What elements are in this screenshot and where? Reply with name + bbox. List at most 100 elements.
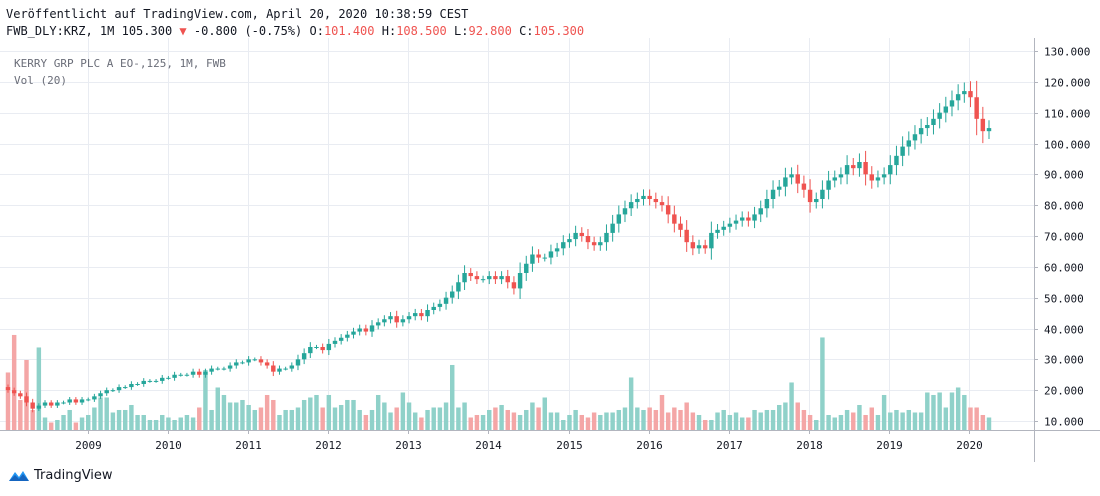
candle-body — [727, 223, 733, 227]
candle-body — [468, 273, 473, 277]
candle-body — [511, 282, 517, 289]
volume-bar — [326, 394, 332, 430]
volume-bar — [937, 392, 942, 430]
volume-bar — [949, 392, 955, 430]
volume-bar — [258, 407, 264, 430]
volume-bar — [672, 407, 677, 430]
price-chart[interactable]: 130.000 120.000 110.000 100.000 90.000 80.000… — [0, 38, 1100, 462]
volume-bar — [746, 417, 751, 430]
volume-bar — [536, 407, 541, 430]
volume-bar — [42, 417, 48, 430]
volume-bar — [511, 412, 517, 430]
volume-bar — [382, 402, 387, 430]
tradingview-footer[interactable]: TradingView — [8, 468, 113, 483]
volume-bar — [264, 394, 270, 430]
time-tick-label: 2020 — [956, 439, 983, 452]
volume-bar — [289, 409, 295, 430]
candle-body — [931, 118, 936, 125]
price-axis[interactable]: 130.000 120.000 110.000 100.000 90.000 80.000… — [1034, 46, 1090, 429]
volume-bar — [443, 402, 449, 430]
time-tick-label: 2010 — [155, 439, 182, 452]
candle-body — [912, 134, 918, 141]
volume-bar — [702, 419, 708, 430]
candle-body — [215, 368, 220, 370]
candle-body — [739, 217, 745, 221]
candle-body — [524, 263, 529, 273]
volume-bar — [215, 387, 220, 430]
candle-body — [604, 232, 609, 243]
volume-bar — [986, 417, 992, 430]
candle-body — [943, 106, 949, 113]
volume-bar — [104, 397, 109, 430]
candle-body — [665, 205, 671, 215]
volume-bar — [332, 407, 338, 430]
down-arrow-icon: ▼ — [179, 24, 187, 38]
volume-bar — [554, 412, 560, 430]
candle-body — [221, 368, 227, 370]
candle-body — [616, 214, 622, 224]
candle-body — [844, 165, 850, 175]
candle-body — [659, 202, 665, 206]
volume-bar — [955, 387, 961, 430]
volume-bar — [221, 394, 227, 430]
candle-body — [314, 347, 319, 348]
time-tick-label: 2012 — [315, 439, 342, 452]
candle-body — [209, 368, 214, 372]
time-tick-label: 2018 — [796, 439, 823, 452]
volume-bar — [604, 412, 609, 430]
candle-body — [351, 331, 356, 335]
candle-body — [733, 220, 739, 224]
candle-body — [160, 377, 165, 381]
candle-body — [554, 248, 560, 252]
candle-body — [320, 347, 325, 351]
volume-bar — [141, 414, 146, 430]
price-tick-label: 120.000 — [1044, 77, 1090, 90]
volume-bar — [147, 419, 153, 430]
candle-body — [832, 177, 837, 181]
candle-body — [591, 242, 597, 246]
volume-bar — [875, 414, 881, 430]
candle-body — [814, 199, 819, 203]
time-axis[interactable]: 2009 2010 2011 2012 2013 2014 2015 2016 2017 2018… — [75, 430, 983, 452]
volume-bar — [487, 409, 492, 430]
ohlc-line: FWB_DLY:KRZ, 1M 105.300 ▼ -0.800 (-0.75%… — [6, 23, 584, 40]
candle-body — [764, 199, 770, 209]
volume-bar — [227, 402, 233, 430]
volume-bar — [814, 419, 819, 430]
volume-bar — [493, 407, 498, 430]
volume-bar — [160, 414, 165, 430]
candle-body — [487, 276, 492, 280]
time-tick-label: 2011 — [235, 439, 262, 452]
time-tick-label: 2016 — [636, 439, 663, 452]
volume-bar — [635, 407, 640, 430]
candle-body — [123, 387, 128, 389]
volume-bar — [530, 402, 535, 430]
volume-bar — [561, 419, 566, 430]
price-tick-label: 50.000 — [1044, 293, 1084, 306]
volume-bar — [135, 414, 140, 430]
volume-bar — [678, 409, 683, 430]
candle-body — [573, 232, 578, 240]
volume-bar — [517, 414, 523, 430]
price-change: -0.800 (-0.75%) — [193, 24, 303, 38]
price-tick-label: 100.000 — [1044, 139, 1090, 152]
instrument-legend: KERRY GRP PLC A EO-,125, 1M, FWB — [14, 57, 226, 70]
volume-bar — [659, 394, 665, 430]
volume-bar — [499, 404, 504, 430]
candle-body — [104, 390, 109, 394]
volume-bar — [591, 412, 597, 430]
volume-bar — [314, 394, 319, 430]
volume-bar — [610, 412, 615, 430]
volume-bar — [968, 407, 973, 430]
candle-body — [925, 125, 930, 129]
time-tick-label: 2013 — [395, 439, 422, 452]
candle-body — [419, 313, 424, 317]
candle-body — [918, 128, 924, 135]
candle-body — [715, 229, 720, 233]
candle-body — [73, 399, 79, 403]
candle-body — [129, 384, 134, 388]
candle-body — [807, 189, 813, 203]
candle-body — [795, 174, 800, 184]
candle-body — [338, 337, 344, 341]
candle-body — [758, 208, 763, 215]
